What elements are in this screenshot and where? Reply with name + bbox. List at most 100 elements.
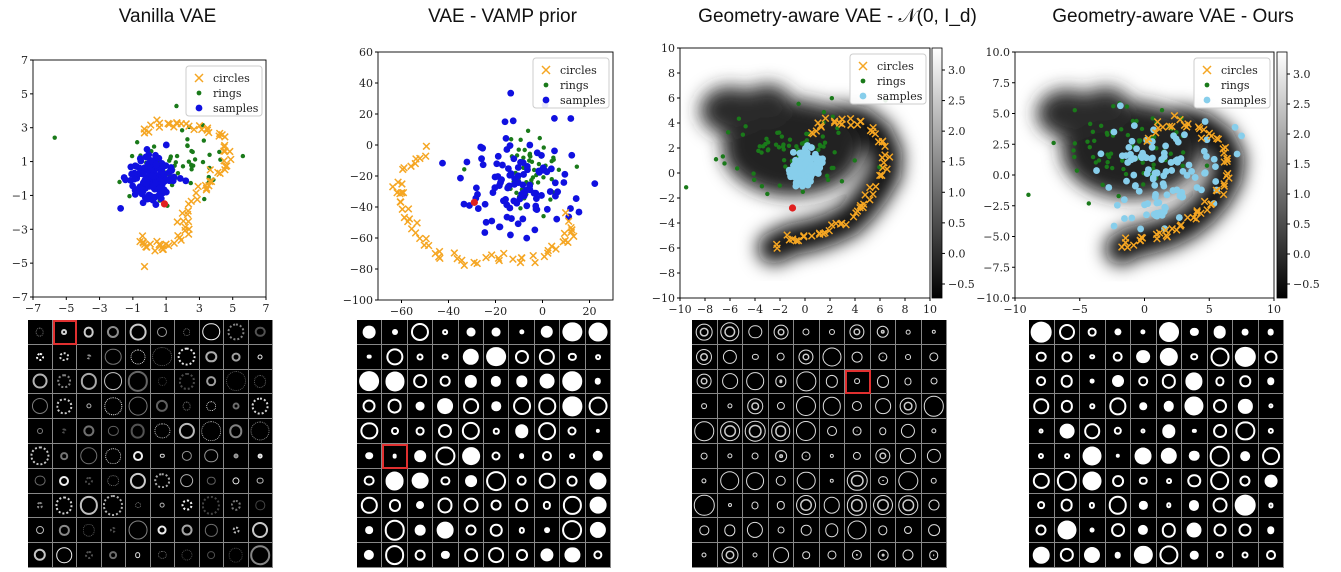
- sample-image: [1131, 394, 1157, 420]
- sample-shape: [512, 397, 531, 416]
- sample-shape: [901, 424, 916, 439]
- circles-point: [158, 243, 166, 252]
- sample-image: [1131, 468, 1157, 494]
- sample-image: [1029, 543, 1055, 568]
- sample-shape: [128, 520, 148, 540]
- sample-image: [896, 369, 922, 395]
- rings-point: [832, 150, 837, 155]
- sample-image: [692, 468, 718, 494]
- rings-point: [189, 162, 194, 168]
- sample-image: [484, 369, 510, 395]
- sample-image: [52, 468, 77, 494]
- sample-shape: [853, 451, 862, 460]
- y-tick-label: 60: [359, 46, 373, 59]
- sample-shape: [414, 450, 426, 462]
- sample-image: [585, 369, 611, 395]
- sample-image: [585, 493, 611, 519]
- sample-shape: [569, 453, 576, 459]
- circles-point: [202, 185, 211, 194]
- samples-point: [567, 115, 575, 122]
- rings-point: [1074, 168, 1080, 173]
- sample-image: [768, 518, 794, 544]
- sample-image: [819, 518, 845, 544]
- sample-shape: [562, 322, 582, 342]
- x-tick-label: −60: [390, 305, 413, 318]
- x-tick-label: 1: [163, 302, 170, 315]
- sample-shape: [441, 550, 450, 560]
- circles-point: [560, 229, 569, 238]
- generated-samples-grid: [357, 320, 611, 568]
- samples-point: [806, 167, 813, 174]
- sample-image: [1207, 493, 1233, 519]
- rings-point: [1090, 154, 1096, 160]
- samples-point: [533, 149, 541, 157]
- sample-shape: [30, 446, 50, 466]
- sample-image: [1105, 543, 1131, 568]
- scatter-plot: 3.0 2.5 2.0 1.5 1.0 0.5 0.0 −0.5 −10 −8 −6 −4 −2 0 2 4 6…: [652, 42, 975, 316]
- sample-shape: [796, 471, 816, 490]
- sample-shape: [104, 372, 123, 391]
- sample-image: [1054, 543, 1080, 568]
- rings-point: [1087, 121, 1093, 127]
- colorbar: [1276, 51, 1288, 299]
- circles-point: [1197, 134, 1206, 143]
- sample-image: [357, 394, 383, 420]
- sample-image: [484, 394, 510, 420]
- sample-image: [794, 369, 820, 395]
- y-tick-label: −40: [350, 201, 373, 214]
- sample-shape: [1058, 323, 1075, 340]
- sample-shape: [202, 496, 221, 515]
- sample-shape: [1239, 475, 1251, 487]
- sample-image: [1182, 444, 1208, 469]
- circles-point: [422, 234, 430, 243]
- sample-shape: [57, 374, 72, 389]
- sample-image: [382, 518, 408, 544]
- sample-image: [692, 394, 718, 420]
- rings-point: [206, 174, 211, 180]
- sample-shape: [796, 371, 816, 392]
- generated-samples-grid: [28, 320, 273, 568]
- sample-image: [52, 394, 77, 420]
- rings-point: [759, 184, 765, 189]
- samples-point: [553, 215, 561, 223]
- rings-point: [764, 136, 769, 142]
- sample-shape: [752, 552, 758, 558]
- sample-shape: [1265, 550, 1276, 561]
- sample-image: [1131, 518, 1157, 544]
- sample-shape: [777, 526, 785, 534]
- y-tick-label: 5.0: [993, 108, 1011, 121]
- sample-shape: [1190, 327, 1199, 337]
- sample-shape: [1212, 424, 1227, 439]
- sample-shape: [179, 473, 194, 488]
- circles-point: [220, 156, 228, 165]
- sample-image: [101, 543, 126, 568]
- samples-point: [1177, 155, 1185, 162]
- colorbar-tick-label: 0.0: [948, 247, 966, 260]
- circles-point: [153, 237, 161, 246]
- circles-point: [1193, 208, 1201, 217]
- sample-image: [692, 543, 718, 568]
- samples-point: [148, 172, 156, 180]
- sample-image: [248, 320, 273, 345]
- samples-point: [1151, 181, 1159, 189]
- sample-image: [560, 444, 586, 469]
- sample-shape: [1082, 446, 1102, 466]
- sample-image: [1258, 543, 1284, 568]
- sample-shape: [202, 323, 221, 341]
- rings-point: [529, 159, 535, 165]
- sample-image: [921, 320, 947, 345]
- sample-image: [692, 493, 718, 519]
- samples-point: [1172, 157, 1180, 165]
- sample-shape: [722, 349, 737, 364]
- sample-image: [224, 320, 249, 345]
- sample-image: [534, 320, 561, 345]
- x-tick-label: −40: [437, 305, 460, 318]
- sample-shape: [930, 378, 938, 385]
- sample-image: [768, 419, 794, 444]
- sample-image: [52, 369, 77, 395]
- sample-image: [407, 518, 434, 544]
- sample-image: [1105, 493, 1131, 519]
- samples-point: [1160, 208, 1168, 216]
- sample-shape: [181, 450, 192, 462]
- rings-point: [781, 157, 787, 163]
